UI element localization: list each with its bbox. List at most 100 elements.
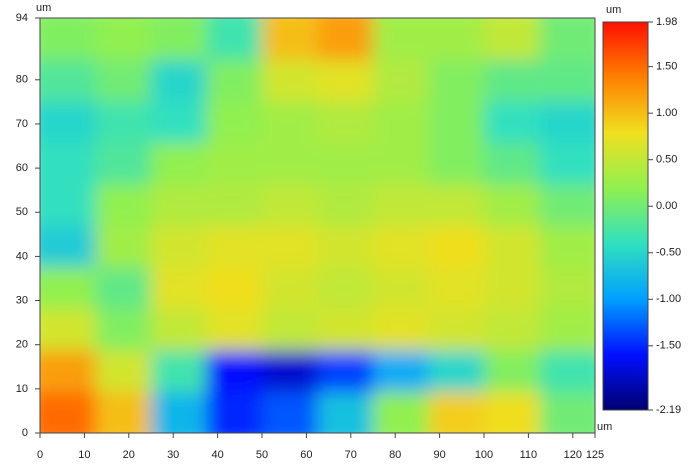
heat-cell bbox=[151, 60, 207, 102]
heat-cell bbox=[262, 101, 318, 143]
y-tick-label: 40 bbox=[16, 250, 28, 262]
heat-cell bbox=[262, 226, 318, 268]
y-tick-label: 70 bbox=[16, 118, 28, 130]
heat-cell bbox=[373, 392, 429, 446]
heat-cell bbox=[540, 309, 608, 351]
heat-cell bbox=[96, 226, 152, 268]
heat-cell bbox=[429, 60, 485, 102]
heat-cell bbox=[318, 226, 374, 268]
y-unit: um bbox=[36, 2, 51, 14]
heat-cell bbox=[262, 350, 318, 392]
heat-cell bbox=[207, 60, 263, 102]
y-tick-label: 80 bbox=[16, 74, 28, 86]
heat-cell bbox=[540, 184, 608, 226]
heat-cell bbox=[318, 143, 374, 185]
heat-cell bbox=[484, 143, 540, 185]
y-tick-label: 10 bbox=[16, 383, 28, 395]
heat-cell bbox=[207, 6, 263, 60]
y-tick-label: 50 bbox=[16, 206, 28, 218]
heat-cell bbox=[207, 184, 263, 226]
heat-cell bbox=[28, 143, 96, 185]
heat-cell bbox=[96, 6, 152, 60]
heat-cell bbox=[207, 101, 263, 143]
heat-cell bbox=[28, 60, 96, 102]
heat-cell bbox=[96, 101, 152, 143]
colorbar bbox=[603, 22, 648, 410]
heat-cell bbox=[373, 6, 429, 60]
heat-cell bbox=[207, 309, 263, 351]
heat-cell bbox=[28, 392, 96, 446]
heat-cell bbox=[28, 101, 96, 143]
heat-cell bbox=[429, 101, 485, 143]
heat-cell bbox=[151, 350, 207, 392]
heat-cell bbox=[262, 60, 318, 102]
heat-cell bbox=[262, 143, 318, 185]
x-tick-label: 120 bbox=[564, 449, 582, 461]
heatmap bbox=[28, 6, 608, 446]
heat-cell bbox=[96, 267, 152, 309]
heat-cell bbox=[373, 101, 429, 143]
x-unit: um bbox=[597, 421, 612, 433]
heat-cell bbox=[262, 309, 318, 351]
heat-cell bbox=[540, 101, 608, 143]
heat-cell bbox=[373, 309, 429, 351]
heat-cell bbox=[28, 267, 96, 309]
x-tick-label: 20 bbox=[123, 449, 135, 461]
colorbar-tick-label: 1.00 bbox=[656, 107, 677, 119]
heat-cell bbox=[484, 60, 540, 102]
y-tick-label: 30 bbox=[16, 294, 28, 306]
y-tick-label: 0 bbox=[22, 427, 28, 439]
heat-cell bbox=[429, 309, 485, 351]
heat-cell bbox=[429, 392, 485, 446]
heat-cell bbox=[96, 350, 152, 392]
heat-cell bbox=[151, 143, 207, 185]
colorbar-unit: um bbox=[606, 4, 621, 16]
colorbar-tick-label: -2.19 bbox=[656, 404, 681, 416]
heat-cell bbox=[318, 309, 374, 351]
x-tick-label: 50 bbox=[256, 449, 268, 461]
heat-cell bbox=[207, 350, 263, 392]
colorbar-tick-label: 1.98 bbox=[656, 16, 677, 28]
heat-cell bbox=[540, 6, 608, 60]
heat-cell bbox=[207, 267, 263, 309]
heat-cell bbox=[151, 267, 207, 309]
heat-cell bbox=[484, 309, 540, 351]
heat-cell bbox=[484, 6, 540, 60]
colorbar-tick-label: -1.00 bbox=[656, 293, 681, 305]
heat-cell bbox=[429, 350, 485, 392]
heat-cell bbox=[318, 60, 374, 102]
x-tick-label: 60 bbox=[300, 449, 312, 461]
heat-cell bbox=[262, 392, 318, 446]
x-tick-label: 100 bbox=[475, 449, 493, 461]
heat-cell bbox=[151, 184, 207, 226]
heat-cell bbox=[151, 309, 207, 351]
heat-cell bbox=[373, 184, 429, 226]
y-tick-label: 20 bbox=[16, 339, 28, 351]
heat-cell bbox=[96, 60, 152, 102]
heat-cell bbox=[540, 143, 608, 185]
heat-cell bbox=[373, 60, 429, 102]
heat-cell bbox=[207, 143, 263, 185]
heat-cell bbox=[429, 226, 485, 268]
heat-cell bbox=[484, 267, 540, 309]
heat-cell bbox=[373, 226, 429, 268]
heat-cell bbox=[96, 184, 152, 226]
x-tick-label: 125 bbox=[586, 449, 604, 461]
x-tick-label: 110 bbox=[520, 449, 538, 461]
heat-cell bbox=[540, 350, 608, 392]
heat-cell bbox=[484, 184, 540, 226]
heat-cell bbox=[318, 6, 374, 60]
x-tick-label: 90 bbox=[433, 449, 445, 461]
heat-cell bbox=[96, 392, 152, 446]
heatmap-cells bbox=[28, 6, 608, 446]
y-tick-label: 60 bbox=[16, 162, 28, 174]
y-tick-label: 94 bbox=[16, 12, 28, 24]
heat-cell bbox=[262, 184, 318, 226]
x-tick-label: 30 bbox=[167, 449, 179, 461]
heat-cell bbox=[484, 350, 540, 392]
heat-cell bbox=[151, 101, 207, 143]
heat-cell bbox=[151, 392, 207, 446]
heat-cell bbox=[151, 226, 207, 268]
heat-cell bbox=[207, 226, 263, 268]
heat-cell bbox=[96, 309, 152, 351]
